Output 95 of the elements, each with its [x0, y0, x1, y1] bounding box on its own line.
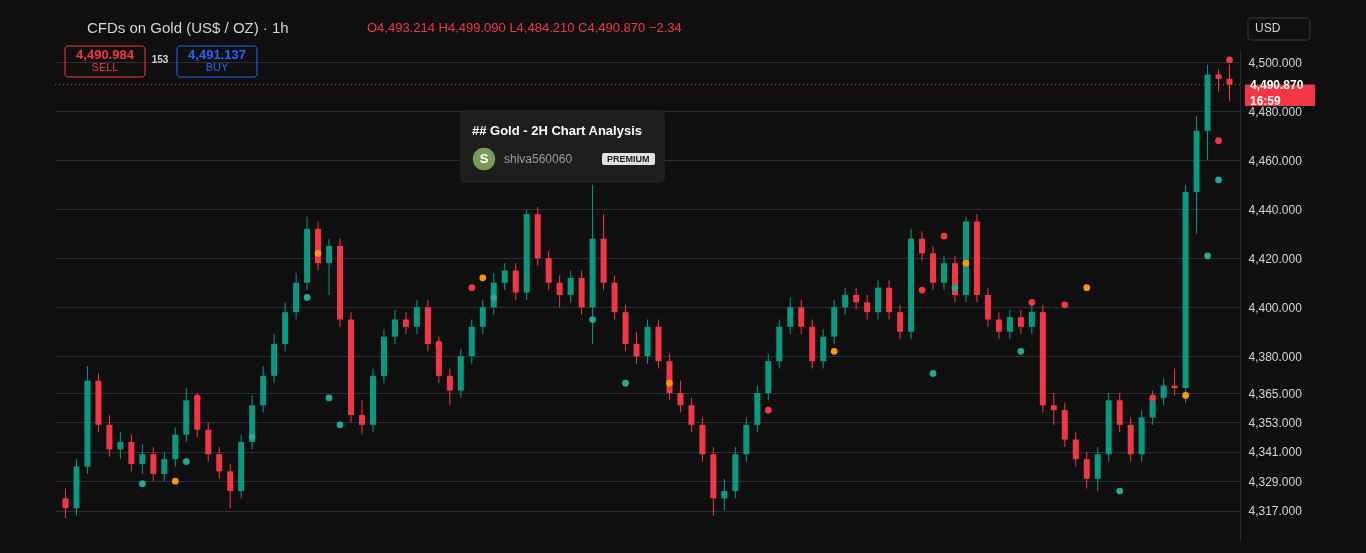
- candlestick: [1072, 431, 1079, 467]
- candlestick: [787, 296, 794, 335]
- y-tick-label: 4,500.000: [1248, 55, 1303, 70]
- candlestick: [995, 311, 1002, 340]
- chart-title: CFDs on Gold (US$ / OZ) · 1h: [87, 19, 289, 36]
- text: O4,493.214 H4,499.090 L4,484.210 C4,490.870 −2.34: [367, 20, 682, 35]
- candlestick: [864, 294, 871, 320]
- y-tick-label: 4,341.000: [1248, 445, 1303, 460]
- y-tick-label: 4,460.000: [1248, 153, 1303, 168]
- candlestick: [161, 451, 168, 482]
- point: [325, 394, 333, 402]
- point: [182, 458, 190, 465]
- point: [468, 284, 476, 291]
- candlestick: [479, 299, 486, 335]
- candlestick: [1160, 377, 1167, 406]
- point: [248, 433, 256, 441]
- candlestick: [391, 309, 398, 345]
- point: [490, 294, 498, 301]
- text: USD: [1255, 21, 1281, 35]
- annotation: 4,491.137: [188, 47, 246, 62]
- y-tick-label: 4,420.000: [1248, 251, 1303, 266]
- point: [589, 316, 596, 323]
- candlestick: [919, 230, 926, 262]
- candlestick: [556, 274, 563, 308]
- candlestick: [798, 299, 805, 335]
- point: [666, 379, 673, 387]
- point: [929, 370, 937, 377]
- candlestick: [688, 397, 695, 433]
- annotation: S: [479, 151, 489, 166]
- point: [1149, 394, 1156, 402]
- candlestick: [227, 463, 234, 509]
- candlestick: [842, 287, 849, 316]
- candlestick: [941, 255, 947, 291]
- annotation: 153: [151, 54, 169, 65]
- point: [1215, 176, 1222, 184]
- annotation: shiva560060: [504, 152, 573, 166]
- y-tick-label: 4,353.000: [1248, 415, 1303, 430]
- point: [622, 379, 629, 387]
- y-tick-label: 4,317.000: [1248, 504, 1303, 519]
- candlestick: [150, 446, 157, 482]
- candlestick: [117, 431, 124, 460]
- candlestick: [853, 287, 860, 311]
- point: [193, 394, 201, 402]
- point: [336, 421, 344, 429]
- point: [1182, 392, 1189, 399]
- point: [1083, 284, 1091, 291]
- annotation: PREMIUM: [607, 154, 650, 164]
- point: [139, 480, 146, 487]
- candlestick: [677, 380, 684, 414]
- y-tick-label: 4,329.000: [1248, 474, 1303, 489]
- point: [1215, 137, 1222, 144]
- y-tick-label: 4,365.000: [1248, 386, 1303, 401]
- candlestick: [62, 488, 69, 519]
- annotation: BUY: [205, 61, 229, 73]
- candlestick: [402, 311, 409, 335]
- point: [1116, 487, 1124, 495]
- point: [479, 274, 487, 282]
- candlestick: [1017, 309, 1024, 335]
- point: [962, 259, 970, 267]
- point: [764, 406, 772, 414]
- point: [1028, 299, 1036, 306]
- candlestick: [128, 434, 135, 472]
- candlestick: [1050, 392, 1057, 426]
- candlestick: [501, 262, 508, 291]
- candlestick: [413, 299, 420, 335]
- candlestick: [633, 331, 640, 365]
- annotation: 4,490.984: [76, 47, 135, 62]
- candlestick: [1083, 451, 1090, 490]
- point: [830, 348, 838, 355]
- point: [1226, 56, 1233, 64]
- point: [435, 340, 443, 348]
- point: [314, 250, 322, 257]
- y-tick-label: 4,440.000: [1248, 202, 1303, 217]
- candlestick: [567, 270, 574, 303]
- candlestick: [897, 304, 904, 340]
- candlestick: [139, 443, 146, 475]
- candlestick: [1006, 309, 1013, 340]
- point: [171, 477, 179, 485]
- candlestick: [326, 238, 333, 296]
- point: [1061, 301, 1069, 309]
- candlestick: [216, 446, 223, 480]
- annotation: SELL: [91, 61, 119, 73]
- candlestick: [721, 478, 728, 512]
- candlestick: [446, 368, 453, 406]
- candlestick: [512, 262, 519, 301]
- point: [1204, 252, 1211, 260]
- annotation: ## Gold - 2H Chart Analysis: [472, 123, 643, 138]
- point: [918, 286, 926, 294]
- point: [1017, 348, 1025, 355]
- point: [940, 232, 948, 240]
- point: [303, 294, 311, 301]
- y-tick-label: 4,380.000: [1248, 349, 1303, 364]
- candlestick: [358, 399, 365, 436]
- y-tick-label: 4,400.000: [1248, 300, 1303, 315]
- point: [951, 284, 959, 291]
